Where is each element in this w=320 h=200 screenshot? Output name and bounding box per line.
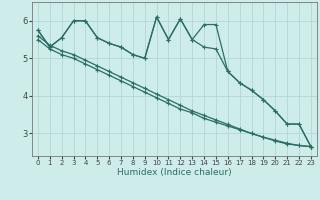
X-axis label: Humidex (Indice chaleur): Humidex (Indice chaleur)	[117, 168, 232, 177]
